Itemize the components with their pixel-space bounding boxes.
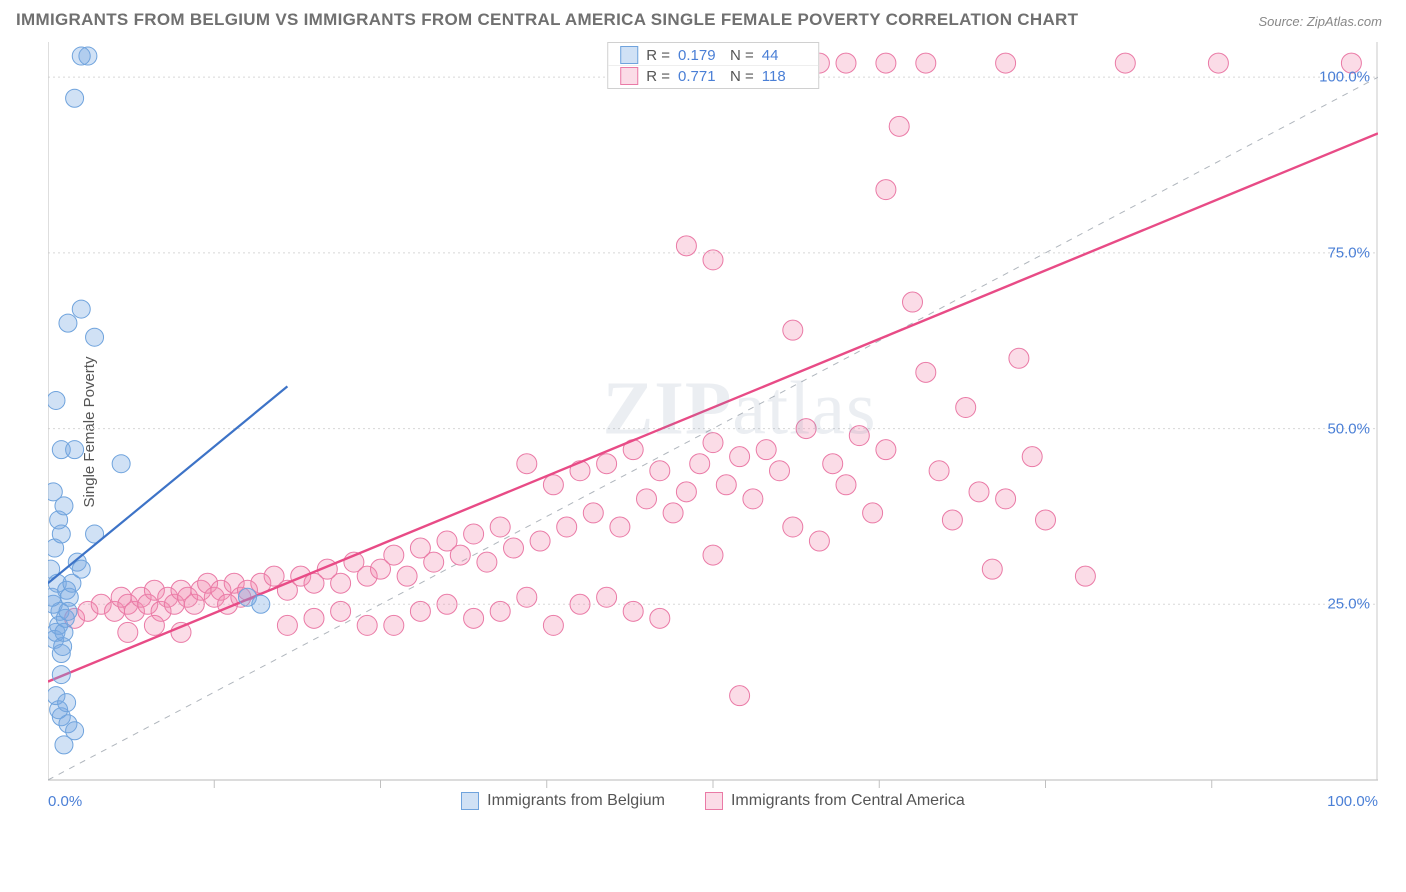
legend-swatch-belgium (620, 46, 638, 64)
legend-item-central-america: Immigrants from Central America (705, 792, 965, 810)
y-tick-label: 25.0% (1327, 596, 1370, 613)
stats-row-belgium: R = 0.179 N = 44 (608, 45, 818, 65)
r-value-central-america: 0.771 (678, 68, 722, 85)
n-value-central-america: 118 (762, 68, 806, 85)
n-label: N = (730, 68, 754, 85)
y-tick-label: 100.0% (1319, 69, 1370, 86)
x-tick-100: 100.0% (1327, 793, 1378, 810)
r-value-belgium: 0.179 (678, 47, 722, 64)
r-label: R = (646, 47, 670, 64)
y-tick-label: 75.0% (1327, 244, 1370, 261)
legend-swatch-belgium (461, 792, 479, 810)
y-tick-label: 50.0% (1327, 420, 1370, 437)
legend-item-belgium: Immigrants from Belgium (461, 792, 665, 810)
source-value: ZipAtlas.com (1307, 14, 1382, 29)
legend-swatch-central-america (705, 792, 723, 810)
x-legend-bar: 0.0% Immigrants from Belgium Immigrants … (48, 780, 1378, 822)
scatter-plot (48, 42, 1378, 822)
chart-title: IMMIGRANTS FROM BELGIUM VS IMMIGRANTS FR… (16, 10, 1078, 30)
legend-swatch-central-america (620, 67, 638, 85)
n-value-belgium: 44 (762, 47, 806, 64)
stats-row-central-america: R = 0.771 N = 118 (608, 65, 818, 86)
legend: Immigrants from Belgium Immigrants from … (461, 792, 965, 810)
source-label: Source: (1258, 14, 1306, 29)
x-tick-0: 0.0% (48, 793, 82, 810)
r-label: R = (646, 68, 670, 85)
source-attribution: Source: ZipAtlas.com (1258, 14, 1382, 29)
plot-area: Single Female Poverty ZIPatlas R = 0.179… (48, 42, 1378, 822)
stats-box: R = 0.179 N = 44 R = 0.771 N = 118 (607, 42, 819, 89)
legend-label-central-america: Immigrants from Central America (731, 792, 965, 810)
legend-label-belgium: Immigrants from Belgium (487, 792, 665, 810)
n-label: N = (730, 47, 754, 64)
